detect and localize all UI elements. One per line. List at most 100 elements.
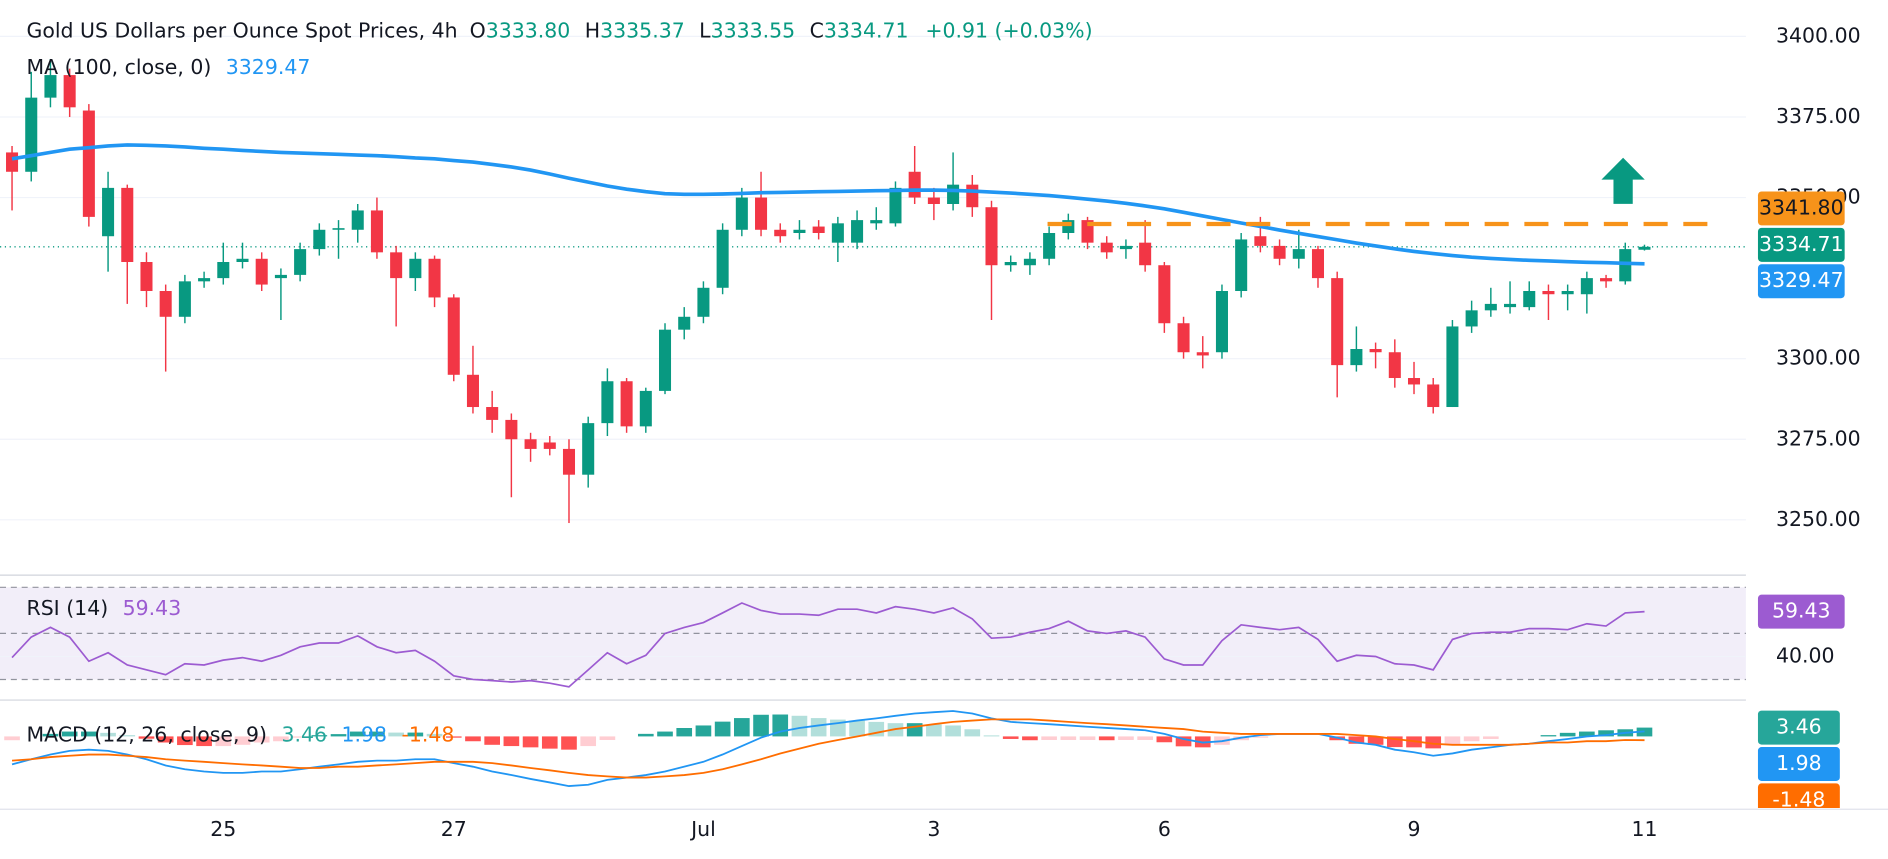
macd-histogram-bar bbox=[541, 736, 558, 749]
candle-body bbox=[466, 374, 479, 408]
macd-histogram-bar bbox=[1386, 736, 1403, 748]
macd-histogram-bar bbox=[1137, 736, 1153, 740]
macd-histogram-bar bbox=[100, 732, 116, 737]
ma-value: 3329.47 bbox=[226, 55, 311, 79]
candle-body bbox=[63, 75, 76, 108]
candle-body bbox=[678, 316, 691, 330]
candle-body bbox=[82, 110, 95, 217]
rsi-legend: RSI (14) 59.43 bbox=[26, 596, 181, 620]
macd-histogram-bar bbox=[465, 736, 481, 742]
open-prefix: O bbox=[470, 18, 486, 42]
up-arrow bbox=[1601, 157, 1645, 204]
candle-body bbox=[1465, 310, 1478, 327]
candle-body bbox=[774, 229, 787, 237]
chart-title: Gold US Dollars per Ounce Spot Prices, 4… bbox=[26, 18, 457, 42]
marks-layer bbox=[4, 58, 1720, 787]
candle-body bbox=[1254, 236, 1267, 246]
candle-body bbox=[159, 291, 172, 317]
grid-layer bbox=[0, 35, 1746, 681]
candle-body bbox=[966, 184, 979, 208]
candle-body bbox=[102, 187, 115, 237]
macd-histogram-bar bbox=[657, 731, 673, 737]
candle-body bbox=[428, 258, 441, 298]
candle-body bbox=[1638, 246, 1651, 250]
macd-histogram-bar bbox=[1540, 735, 1557, 737]
candle-body bbox=[793, 229, 806, 233]
macd-histogram-bar bbox=[983, 735, 1000, 737]
resistance-label-box bbox=[1757, 191, 1845, 226]
macd-histogram-bar bbox=[522, 736, 539, 748]
candle-body bbox=[639, 390, 652, 427]
macd-histogram-bar bbox=[234, 736, 251, 745]
macd-histogram-bar bbox=[1041, 736, 1057, 740]
high-value: 3335.37 bbox=[600, 18, 685, 42]
macd-histogram-bar bbox=[1079, 736, 1096, 740]
candle-body bbox=[1273, 245, 1286, 259]
macd-value: 1.98 bbox=[341, 722, 387, 746]
candle-body bbox=[1215, 291, 1228, 353]
signal-label: -1.48 bbox=[1772, 787, 1825, 811]
macd-hist-label-box bbox=[1757, 710, 1840, 745]
candle-body bbox=[1235, 239, 1248, 292]
high-prefix: H bbox=[585, 18, 600, 42]
macd-histogram-bar bbox=[1444, 736, 1461, 746]
x-tick-label: 11 bbox=[1631, 817, 1657, 841]
macd-histogram-bar bbox=[1463, 736, 1480, 742]
y-tick-label: 3375.00 bbox=[1776, 104, 1861, 128]
candle-body bbox=[524, 439, 537, 449]
x-tick-label: 27 bbox=[441, 817, 467, 841]
x-tick-label: Jul bbox=[689, 817, 716, 841]
y-tick-label: 3275.00 bbox=[1776, 426, 1861, 450]
last-price-label: 3334.71 bbox=[1759, 232, 1844, 256]
macd-histogram-bar bbox=[1118, 736, 1134, 740]
macd-label: 1.98 bbox=[1776, 751, 1822, 775]
candle-body bbox=[851, 220, 864, 243]
candle-body bbox=[140, 262, 153, 292]
candle-body bbox=[236, 258, 249, 263]
macd-histogram-bar bbox=[1060, 736, 1077, 740]
macd-histogram-bar bbox=[964, 729, 981, 737]
macd-labels: 3.46 1.98 -1.48 bbox=[1757, 710, 1840, 811]
signal-line bbox=[11, 718, 1645, 779]
macd-name: MACD (12, 26, close, 9) bbox=[26, 722, 267, 746]
rsi-value-label: 59.43 bbox=[1772, 599, 1831, 623]
candle-body bbox=[908, 171, 921, 198]
x-tick-label: 9 bbox=[1407, 817, 1420, 841]
rsi-name: RSI (14) bbox=[26, 596, 108, 620]
ma-price-label: 3329.47 bbox=[1759, 268, 1844, 292]
macd-histogram-bar bbox=[196, 736, 212, 747]
macd-histogram-bar bbox=[695, 725, 712, 737]
candle-body bbox=[390, 252, 403, 279]
macd-histogram-bar bbox=[1156, 736, 1173, 743]
candle-body bbox=[1369, 349, 1382, 353]
candle-body bbox=[505, 419, 518, 440]
candle-body bbox=[1619, 249, 1632, 282]
candle-body bbox=[697, 287, 710, 317]
rsi-value-box bbox=[1757, 594, 1845, 629]
macd-histogram-bar bbox=[349, 731, 366, 737]
candle-body bbox=[178, 281, 191, 317]
macd-histogram-bar bbox=[1425, 736, 1442, 749]
candle-body bbox=[812, 226, 825, 233]
ma-name: MA (100, close, 0) bbox=[26, 55, 211, 79]
candle-body bbox=[198, 278, 211, 282]
candle-body bbox=[332, 228, 345, 230]
low-prefix: L bbox=[699, 18, 711, 42]
candle-body bbox=[1119, 245, 1132, 250]
candle-body bbox=[1388, 352, 1401, 379]
candle-body bbox=[1311, 249, 1325, 279]
candle-body bbox=[370, 210, 383, 253]
candle-body bbox=[1158, 265, 1171, 324]
macd-histogram-bar bbox=[1348, 736, 1365, 744]
macd-histogram-bar bbox=[599, 736, 616, 740]
candle-body bbox=[985, 207, 998, 266]
macd-hist-value: 3.46 bbox=[281, 722, 327, 746]
macd-histogram-bar bbox=[388, 732, 404, 737]
macd-histogram-bar bbox=[753, 714, 769, 737]
macd-histogram-bar bbox=[484, 736, 500, 745]
macd-histogram-bar bbox=[734, 718, 750, 737]
candle-body bbox=[927, 197, 940, 204]
macd-histogram-bar bbox=[561, 736, 577, 750]
rsi-value: 59.43 bbox=[123, 596, 182, 620]
